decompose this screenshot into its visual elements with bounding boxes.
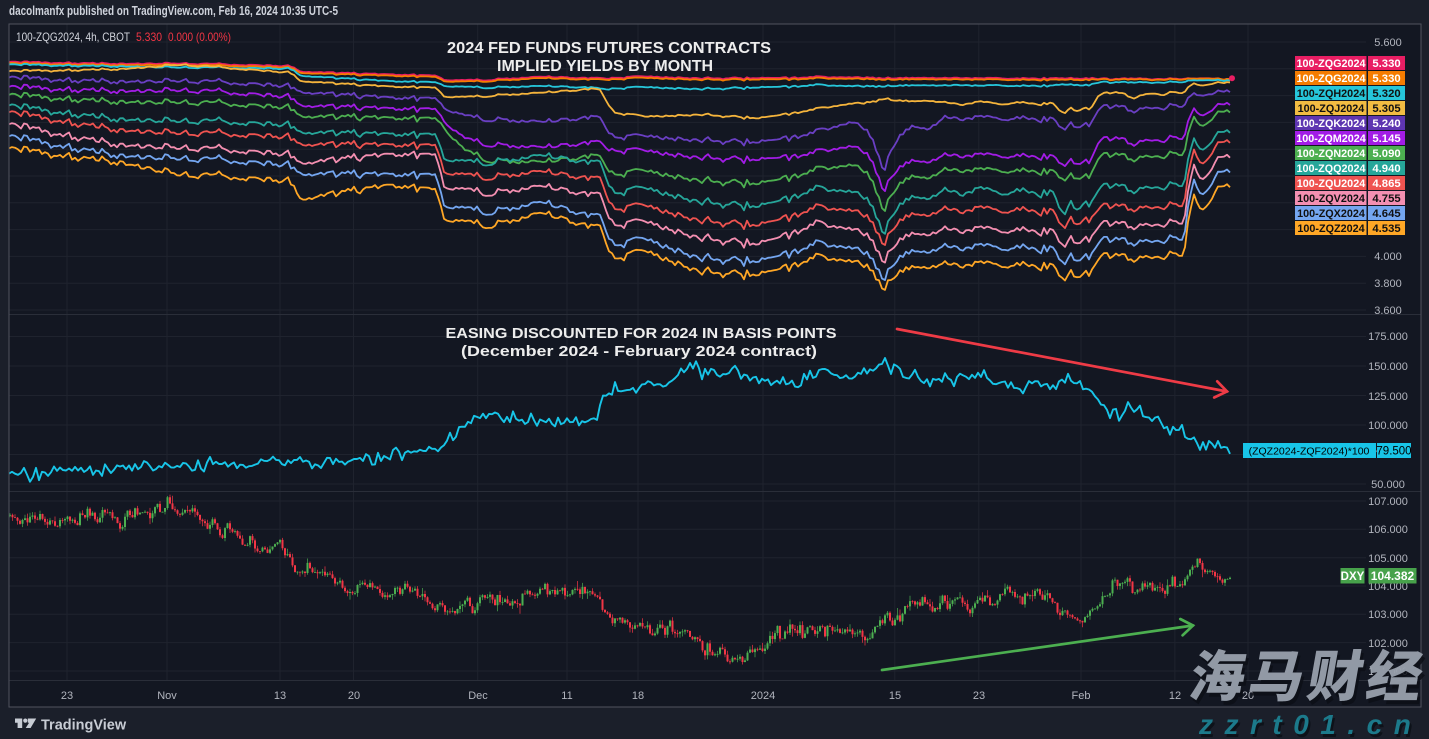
svg-text:12: 12 bbox=[1169, 690, 1181, 702]
svg-text:79.500: 79.500 bbox=[1376, 446, 1411, 458]
svg-text:5.330: 5.330 bbox=[1372, 58, 1400, 70]
svg-text:106.000: 106.000 bbox=[1368, 524, 1408, 536]
svg-text:2024 FED FUNDS FUTURES CONTRAC: 2024 FED FUNDS FUTURES CONTRACTS bbox=[447, 40, 771, 57]
svg-text:107.000: 107.000 bbox=[1368, 496, 1408, 508]
svg-text:100-ZQG2024: 100-ZQG2024 bbox=[1296, 58, 1365, 70]
svg-text:150.000: 150.000 bbox=[1368, 361, 1408, 373]
svg-text:11: 11 bbox=[561, 690, 572, 702]
svg-text:23: 23 bbox=[61, 690, 73, 702]
svg-text:100-ZQU2024: 100-ZQU2024 bbox=[1297, 178, 1365, 190]
svg-text:102.000: 102.000 bbox=[1368, 638, 1408, 650]
svg-text:DXY: DXY bbox=[1341, 571, 1365, 583]
svg-text:3.600: 3.600 bbox=[1374, 305, 1402, 317]
svg-text:Feb: Feb bbox=[1072, 690, 1091, 702]
svg-text:100-ZQQ2024: 100-ZQQ2024 bbox=[1296, 163, 1365, 175]
svg-text:4.755: 4.755 bbox=[1372, 193, 1400, 205]
svg-text:100-ZQN2024: 100-ZQN2024 bbox=[1297, 148, 1365, 160]
svg-text:zzrt01.cn: zzrt01.cn bbox=[1200, 712, 1424, 739]
svg-text:175.000: 175.000 bbox=[1368, 331, 1408, 343]
svg-text:100-ZQX2024: 100-ZQX2024 bbox=[1297, 208, 1365, 220]
svg-text:100.000: 100.000 bbox=[1368, 420, 1408, 432]
svg-text:20: 20 bbox=[1242, 690, 1254, 702]
svg-text:2024: 2024 bbox=[751, 690, 775, 702]
svg-text:5.330: 5.330 bbox=[1372, 73, 1400, 85]
svg-text:100-ZQM2024: 100-ZQM2024 bbox=[1296, 133, 1366, 145]
svg-text:18: 18 bbox=[632, 690, 644, 702]
svg-text:4.645: 4.645 bbox=[1372, 208, 1400, 220]
svg-text:23: 23 bbox=[973, 690, 985, 702]
svg-text:100-ZQG2024: 100-ZQG2024 bbox=[1296, 73, 1365, 85]
svg-text:Nov: Nov bbox=[157, 690, 177, 702]
svg-text:(December 2024 - February 2024: (December 2024 - February 2024 contract) bbox=[461, 343, 817, 360]
svg-text:100-ZQK2024: 100-ZQK2024 bbox=[1297, 118, 1365, 130]
svg-text:4.940: 4.940 bbox=[1372, 163, 1400, 175]
svg-text:4.000: 4.000 bbox=[1374, 251, 1402, 263]
svg-text:3.800: 3.800 bbox=[1374, 278, 1402, 290]
svg-text:5.090: 5.090 bbox=[1372, 148, 1400, 160]
svg-text:EASING DISCOUNTED FOR 2024 IN: EASING DISCOUNTED FOR 2024 IN BASIS POIN… bbox=[446, 325, 837, 342]
svg-text:100-ZQH2024: 100-ZQH2024 bbox=[1297, 88, 1365, 100]
svg-text:Dec: Dec bbox=[468, 690, 488, 702]
svg-text:100-ZQZ2024: 100-ZQZ2024 bbox=[1297, 223, 1364, 235]
svg-text:104.382: 104.382 bbox=[1371, 569, 1415, 583]
svg-text:103.000: 103.000 bbox=[1368, 609, 1408, 621]
svg-text:IMPLIED YIELDS BY MONTH: IMPLIED YIELDS BY MONTH bbox=[497, 58, 713, 75]
svg-text:5.600: 5.600 bbox=[1374, 37, 1402, 49]
svg-text:zzrt01.cn: zzrt01.cn bbox=[1198, 709, 1422, 739]
svg-text:100-ZQV2024: 100-ZQV2024 bbox=[1297, 193, 1365, 205]
svg-text:15: 15 bbox=[889, 690, 901, 702]
svg-text:4.535: 4.535 bbox=[1372, 223, 1400, 235]
svg-text:125.000: 125.000 bbox=[1368, 391, 1408, 403]
svg-text:104.000: 104.000 bbox=[1368, 581, 1408, 593]
svg-text:4.865: 4.865 bbox=[1372, 178, 1400, 190]
svg-text:105.000: 105.000 bbox=[1368, 553, 1408, 565]
svg-text:20: 20 bbox=[348, 690, 360, 702]
svg-text:(ZQZ2024-ZQF2024)*100: (ZQZ2024-ZQF2024)*100 bbox=[1249, 446, 1370, 458]
svg-text:50.000: 50.000 bbox=[1371, 479, 1405, 491]
svg-text:5.330: 5.330 bbox=[136, 30, 162, 44]
svg-text:5.305: 5.305 bbox=[1372, 103, 1400, 115]
svg-text:13: 13 bbox=[274, 690, 286, 702]
svg-text:TradingView: TradingView bbox=[41, 718, 127, 734]
svg-text:100-ZQG2024, 4h, CBOT: 100-ZQG2024, 4h, CBOT bbox=[16, 30, 131, 44]
svg-text:5.240: 5.240 bbox=[1372, 118, 1400, 130]
svg-text:5.320: 5.320 bbox=[1372, 88, 1400, 100]
svg-text:100-ZQJ2024: 100-ZQJ2024 bbox=[1298, 103, 1365, 115]
svg-text:dacolmanfx published on Tradin: dacolmanfx published on TradingView.com,… bbox=[9, 4, 338, 18]
svg-text:0.000 (0.00%): 0.000 (0.00%) bbox=[168, 30, 231, 44]
svg-text:5.145: 5.145 bbox=[1372, 133, 1400, 145]
